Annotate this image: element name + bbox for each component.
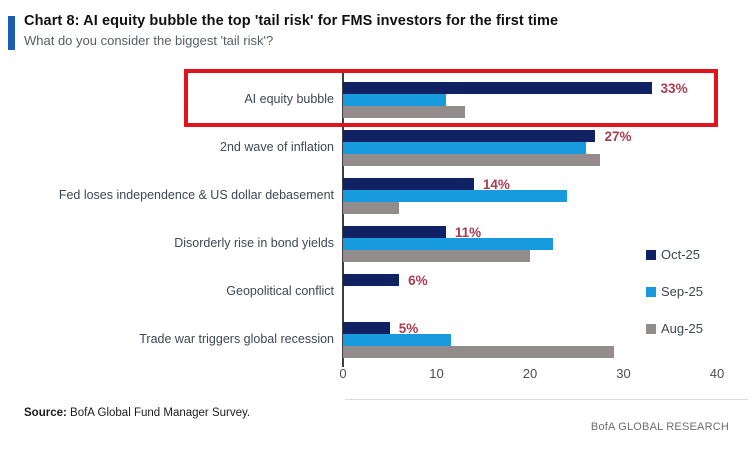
legend-label: Aug-25: [661, 321, 703, 336]
brand-line: BofA GLOBAL RESEARCH: [590, 421, 729, 433]
bar-sep-25: [343, 238, 554, 250]
value-label: 11%: [454, 225, 482, 240]
legend-item-oct-25: Oct-25: [646, 247, 700, 262]
value-label: 27%: [604, 129, 632, 144]
bar-oct-25: [343, 226, 446, 238]
legend-swatch-icon: [646, 286, 656, 297]
category-label: Disorderly rise in bond yields: [174, 236, 334, 250]
chart-subtitle: What do you consider the biggest 'tail r…: [24, 33, 274, 48]
x-axis-tick-label: 20: [522, 366, 538, 381]
legend-item-sep-25: Sep-25: [646, 284, 703, 299]
legend-label: Oct-25: [661, 247, 701, 262]
bar-aug-25: [343, 106, 465, 118]
legend-swatch-icon: [646, 249, 656, 260]
value-label: 33%: [660, 81, 688, 96]
x-axis-tick-label: 30: [616, 366, 631, 381]
x-axis-tick-label: 0: [339, 366, 347, 381]
category-label: Fed loses independence & US dollar debas…: [58, 188, 334, 202]
legend-label: Sep-25: [661, 284, 703, 299]
bar-oct-25: [343, 82, 652, 94]
category-label: 2nd wave of inflation: [220, 140, 334, 154]
value-label: 6%: [408, 273, 428, 288]
source-label: Source:: [24, 407, 67, 419]
value-label: 5%: [398, 321, 419, 336]
source-line: Source: BofA Global Fund Manager Survey.: [24, 407, 250, 419]
source-text: BofA Global Fund Manager Survey.: [66, 407, 251, 419]
bar-sep-25: [343, 190, 568, 202]
x-axis-tick-label: 10: [429, 366, 444, 381]
bar-aug-25: [343, 346, 615, 358]
bar-oct-25: [343, 178, 474, 190]
bar-aug-25: [343, 154, 601, 166]
category-label: Trade war triggers global recession: [139, 332, 334, 346]
x-axis-tick-label: 40: [709, 366, 725, 381]
bar-oct-25: [343, 322, 390, 334]
legend-item-aug-25: Aug-25: [646, 321, 703, 336]
legend-swatch-icon: [646, 323, 656, 334]
title-accent-bar: [8, 16, 15, 50]
chart-title: Chart 8: AI equity bubble the top 'tail …: [24, 13, 559, 29]
value-label: 14%: [482, 177, 510, 192]
bar-sep-25: [343, 142, 587, 154]
bar-oct-25: [343, 274, 400, 286]
footer-divider: [345, 399, 748, 400]
bar-aug-25: [343, 202, 400, 214]
bar-sep-25: [343, 334, 451, 346]
category-label: Geopolitical conflict: [226, 284, 334, 298]
y-axis-line: [342, 72, 344, 367]
category-label: AI equity bubble: [244, 92, 334, 106]
bar-oct-25: [343, 130, 596, 142]
bar-aug-25: [343, 250, 530, 262]
bar-sep-25: [343, 94, 446, 106]
